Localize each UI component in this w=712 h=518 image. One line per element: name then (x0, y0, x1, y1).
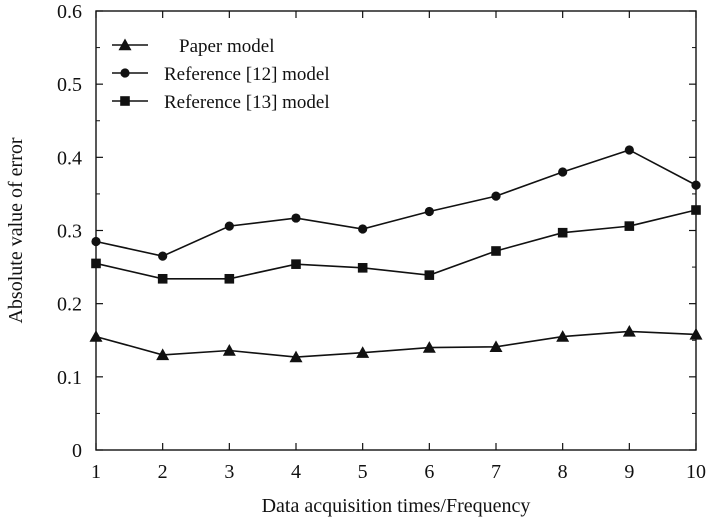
axes: 0 0.1 0.2 0.3 0.4 0.5 0.6 1 2 3 4 5 6 7 8 9 10 (57, 1, 706, 483)
y-tick-label: 0.3 (57, 221, 82, 243)
data-point (424, 206, 434, 217)
data-point (224, 221, 234, 231)
legend-marker (120, 68, 130, 78)
x-tick-label: 8 (558, 461, 568, 483)
data-point (691, 180, 701, 190)
legend-entry: Reference [13] model (112, 92, 330, 113)
data-point (289, 350, 303, 363)
legend-marker (120, 96, 130, 106)
data-point (691, 205, 701, 215)
series-layer (89, 145, 703, 363)
data-point (422, 341, 436, 353)
y-tick-label: 0.6 (57, 1, 82, 23)
data-point (624, 145, 634, 155)
x-tick-label: 1 (91, 461, 101, 483)
series-line (95, 209, 697, 280)
series-square (91, 205, 701, 284)
legend-label: Reference [13] model (164, 92, 330, 113)
data-point (357, 263, 368, 273)
data-point (158, 251, 168, 261)
data-point (358, 224, 368, 234)
data-point (222, 343, 236, 356)
data-point (689, 327, 703, 340)
x-tick-label: 5 (358, 461, 368, 483)
data-point (557, 227, 568, 238)
data-point (622, 324, 636, 337)
series-circle (91, 145, 701, 261)
x-tick-label: 2 (158, 461, 168, 483)
legend-entry: Reference [12] model (112, 64, 330, 85)
data-point (157, 273, 168, 284)
series-line (95, 330, 697, 358)
series-triangle (89, 324, 703, 363)
legend-marker (118, 38, 132, 51)
data-point (291, 213, 301, 223)
data-point (356, 346, 370, 358)
legend-label: Paper model (179, 36, 275, 57)
data-point (556, 330, 570, 342)
data-point (89, 330, 103, 342)
data-point (224, 273, 235, 284)
y-axis-title: Absolute value of error (5, 137, 27, 323)
data-point (156, 348, 170, 361)
data-point (489, 340, 503, 353)
legend: Paper model Reference [12] model Reference… (112, 36, 330, 113)
data-point (291, 259, 301, 269)
series-line (95, 149, 697, 257)
y-tick-label: 0 (72, 440, 82, 462)
y-tick-label: 0.5 (57, 74, 82, 96)
data-point (558, 167, 568, 177)
y-tick-label: 0.4 (57, 147, 82, 169)
x-tick-label: 4 (291, 461, 301, 483)
y-tick-label: 0.2 (57, 294, 82, 316)
legend-label: Reference [12] model (164, 64, 330, 85)
x-tick-label: 10 (686, 461, 706, 483)
x-axis-title: Data acquisition times/Frequency (262, 495, 531, 517)
data-point (424, 270, 435, 280)
y-tick-label: 0.1 (57, 367, 82, 389)
data-point (491, 191, 501, 201)
x-tick-label: 6 (424, 461, 434, 483)
x-tick-label: 3 (224, 461, 234, 483)
data-point (491, 246, 501, 256)
legend-entry: Paper model (112, 36, 275, 57)
x-tick-label: 9 (624, 461, 634, 483)
x-tick-label: 7 (491, 461, 501, 483)
data-point (91, 258, 101, 269)
data-point (624, 221, 635, 231)
data-point (91, 236, 101, 247)
